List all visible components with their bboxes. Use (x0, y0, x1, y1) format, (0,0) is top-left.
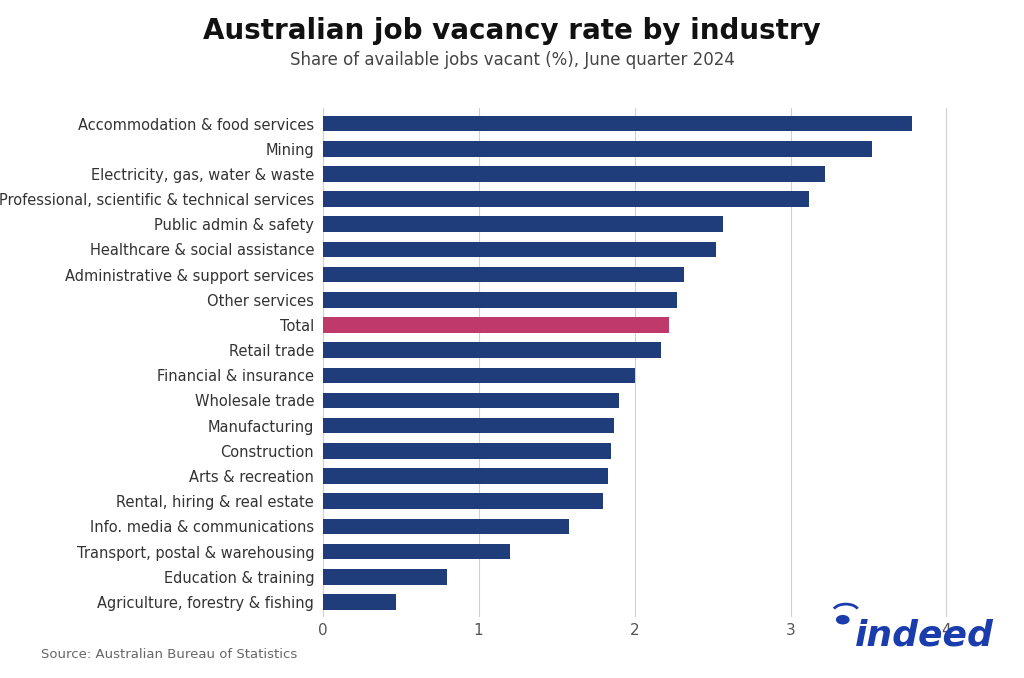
Bar (323, 116, 912, 132)
Bar (323, 267, 684, 283)
Bar (323, 241, 716, 257)
Text: Australian job vacancy rate by industry: Australian job vacancy rate by industry (203, 17, 821, 45)
Bar (323, 468, 608, 484)
Bar (323, 166, 824, 182)
Bar (323, 443, 611, 458)
Bar (323, 191, 809, 207)
Bar (323, 317, 669, 333)
Bar (323, 342, 662, 358)
Bar (323, 544, 510, 559)
Bar (323, 393, 618, 408)
Text: Share of available jobs vacant (%), June quarter 2024: Share of available jobs vacant (%), June… (290, 51, 734, 69)
Bar (323, 216, 723, 232)
Text: indeed: indeed (854, 618, 993, 652)
Bar (323, 594, 396, 610)
Bar (323, 569, 447, 584)
Bar (323, 418, 614, 433)
Bar (323, 141, 871, 157)
Bar (323, 519, 569, 534)
Bar (323, 367, 635, 383)
Text: Source: Australian Bureau of Statistics: Source: Australian Bureau of Statistics (41, 648, 297, 661)
Bar (323, 292, 677, 308)
Bar (323, 494, 603, 509)
